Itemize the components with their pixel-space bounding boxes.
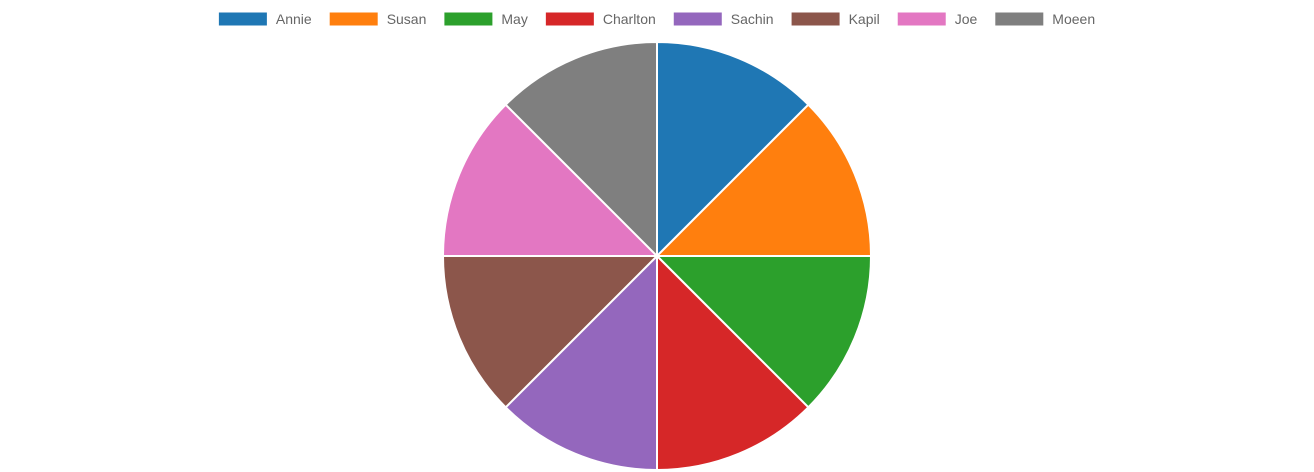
legend-swatch-kapil: [791, 12, 840, 26]
legend-swatch-susan: [329, 12, 378, 26]
legend-item-joe[interactable]: Joe: [897, 11, 978, 27]
legend-item-charlton[interactable]: Charlton: [545, 11, 656, 27]
legend-swatch-annie: [218, 12, 267, 26]
pie-slice-moeen[interactable]: [504, 41, 658, 257]
legend: Annie Susan May Charlton Sachin Kapil Joe Moeen: [218, 11, 1095, 27]
pie-slice-charlton[interactable]: [656, 255, 810, 471]
legend-item-susan[interactable]: Susan: [329, 11, 427, 27]
pie-slice-sachin[interactable]: [504, 255, 658, 471]
legend-label-susan: Susan: [387, 11, 427, 27]
legend-label-charlton: Charlton: [603, 11, 656, 27]
legend-label-annie: Annie: [276, 11, 312, 27]
legend-swatch-joe: [897, 12, 946, 26]
legend-swatch-charlton: [545, 12, 594, 26]
legend-item-moeen[interactable]: Moeen: [995, 11, 1095, 27]
legend-label-sachin: Sachin: [731, 11, 774, 27]
legend-swatch-moeen: [995, 12, 1044, 26]
pie-slice-susan[interactable]: [656, 103, 872, 257]
legend-label-may: May: [501, 11, 527, 27]
pie-slice-may[interactable]: [656, 255, 872, 409]
legend-swatch-sachin: [673, 12, 722, 26]
legend-label-moeen: Moeen: [1052, 11, 1095, 27]
legend-swatch-may: [444, 12, 493, 26]
legend-item-may[interactable]: May: [444, 11, 528, 27]
legend-item-kapil[interactable]: Kapil: [791, 11, 880, 27]
pie-slice-annie[interactable]: [656, 41, 810, 257]
legend-item-sachin[interactable]: Sachin: [673, 11, 774, 27]
pie-slice-kapil[interactable]: [442, 255, 658, 409]
legend-label-kapil: Kapil: [849, 11, 880, 27]
legend-item-annie[interactable]: Annie: [218, 11, 312, 27]
legend-label-joe: Joe: [955, 11, 978, 27]
pie-slices: [442, 41, 872, 471]
pie-slice-joe[interactable]: [442, 103, 658, 257]
